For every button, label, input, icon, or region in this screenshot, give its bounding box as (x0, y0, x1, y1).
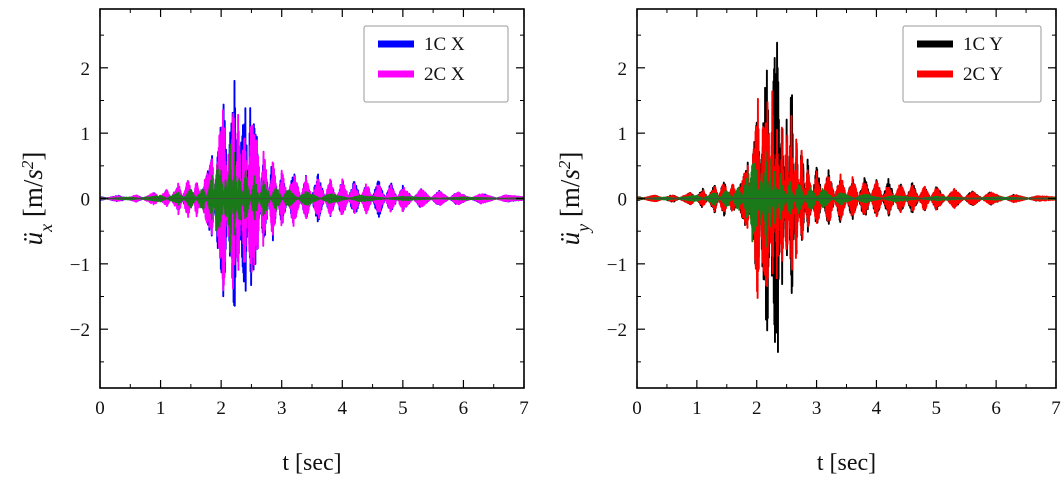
x-axis-label: t [sec] (282, 450, 341, 476)
y-tick-label: −1 (70, 255, 90, 276)
x-tick-label: 4 (872, 398, 882, 419)
x-tick-label: 1 (156, 398, 166, 419)
y-tick-label: 2 (618, 59, 628, 80)
y-axis-label-part: s (555, 169, 585, 180)
x-tick-label: 2 (752, 398, 762, 419)
y-tick-label: −2 (607, 320, 627, 341)
x-tick-label: 0 (95, 398, 105, 419)
y-tick-label: −1 (607, 255, 627, 276)
y-axis-label: üy [m/s2] (555, 152, 594, 246)
y-axis-label-part: [m/ (555, 179, 585, 224)
y-axis-label-part: ] (555, 152, 585, 161)
y-tick-label: −2 (70, 320, 90, 341)
y-axis-label-part: s (18, 169, 48, 180)
y-axis-label-part: 2 (18, 160, 37, 169)
y-tick-label: 0 (618, 190, 628, 211)
y-axis-label-part: y (573, 224, 593, 234)
y-tick-label: 0 (81, 190, 91, 211)
x-tick-label: 1 (692, 398, 702, 419)
series-line-unnamed (637, 151, 1056, 248)
plot-area (100, 79, 524, 307)
y-axis-label-part: ] (18, 152, 48, 161)
y-axis-label-part: x (36, 224, 56, 233)
x-axis-label: t [sec] (817, 450, 876, 476)
legend-label: 2C Y (963, 64, 1003, 85)
y-axis-label: üx [m/s2] (18, 152, 57, 246)
y-axis-label-part: 2 (555, 160, 574, 169)
y-tick-label: 2 (81, 59, 91, 80)
legend-label: 1C Y (963, 34, 1003, 55)
series-line-1c-x (100, 79, 524, 307)
x-tick-label: 5 (932, 398, 942, 419)
x-tick-label: 3 (277, 398, 287, 419)
x-tick-label: 4 (338, 398, 348, 419)
x-tick-label: 5 (398, 398, 408, 419)
x-tick-label: 7 (1051, 398, 1061, 419)
x-tick-label: 0 (632, 398, 642, 419)
y-tick-label: 1 (618, 124, 628, 145)
y-axis-label-part: ü (555, 232, 585, 246)
x-tick-label: 6 (459, 398, 469, 419)
y-axis-label-part: ü (18, 232, 48, 246)
x-tick-label: 2 (216, 398, 226, 419)
y-axis-label-part: [m/ (18, 179, 48, 224)
x-tick-label: 6 (991, 398, 1001, 419)
legend-label: 2C X (424, 64, 465, 85)
x-tick-label: 7 (519, 398, 529, 419)
y-tick-label: 1 (81, 124, 91, 145)
legend-label: 1C X (424, 34, 465, 55)
x-tick-label: 3 (812, 398, 822, 419)
legend: 1C X 2C X (363, 25, 509, 103)
legend: 1C Y 2C Y (902, 25, 1042, 103)
